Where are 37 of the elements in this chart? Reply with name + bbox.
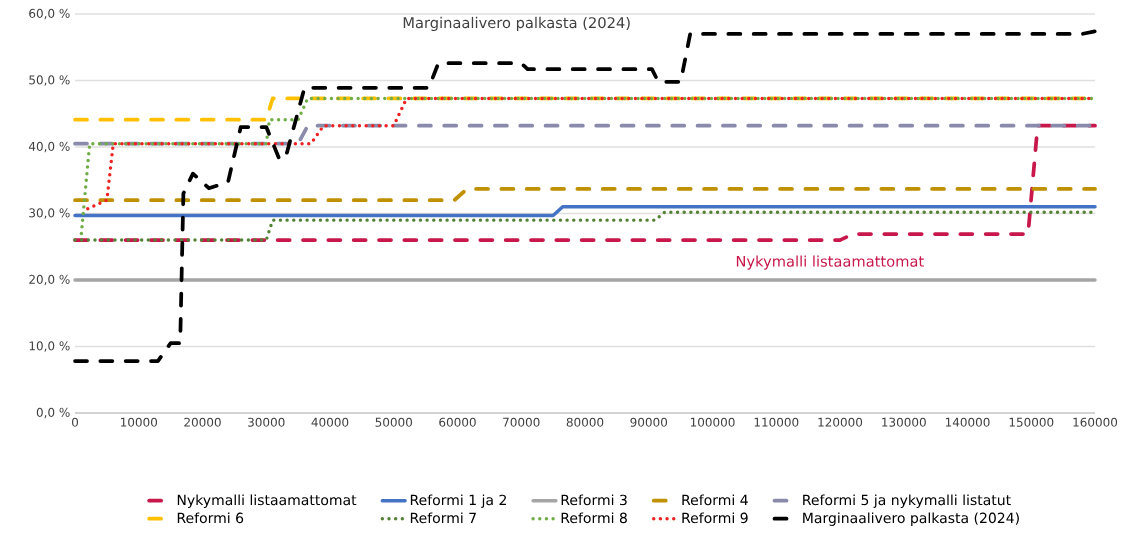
y-tick-label: 10,0 % bbox=[29, 341, 70, 352]
x-tick-label: 30000 bbox=[248, 417, 285, 427]
legend-label: Reformi 6 bbox=[177, 512, 244, 524]
annotation: Nykymalli listaamattomat bbox=[736, 255, 924, 270]
x-tick-label: 90000 bbox=[630, 417, 668, 427]
y-tick-label: 0,0 % bbox=[36, 407, 70, 419]
x-tick-label: 50000 bbox=[375, 417, 413, 427]
x-tick-label: 160000 bbox=[1073, 417, 1118, 427]
y-tick-label: 20,0 % bbox=[29, 274, 70, 286]
x-tick-label: 40000 bbox=[311, 417, 349, 427]
x-tick-label: 100000 bbox=[690, 417, 735, 427]
x-tick-label: 120000 bbox=[818, 417, 863, 427]
x-tick-label: 110000 bbox=[754, 417, 799, 427]
x-tick-label: 80000 bbox=[566, 417, 604, 427]
line-series bbox=[73, 29, 1097, 363]
x-tick-label: 20000 bbox=[184, 417, 221, 427]
legend-label: Reformi 5 ja nykymalli listatut bbox=[803, 494, 1011, 508]
x-tick-label: 140000 bbox=[945, 417, 990, 427]
x-tick-label: 150000 bbox=[1009, 417, 1054, 427]
legend-label: Reformi 3 bbox=[561, 494, 627, 506]
y-tick-label: 50,0 % bbox=[29, 75, 70, 86]
x-tick-label: 130000 bbox=[882, 417, 926, 427]
x-tick-label: 70000 bbox=[503, 417, 540, 427]
legend-label: Reformi 4 bbox=[682, 494, 748, 506]
y-tick-label: 60,0 % bbox=[29, 8, 70, 20]
legend-label: Reformi 8 bbox=[561, 512, 627, 524]
legend-label: Reformi 1 ja 2 bbox=[410, 494, 506, 508]
legend-label: Nykymalli listaamattomat bbox=[177, 494, 357, 508]
y-tick-label: 40,0 % bbox=[28, 141, 70, 153]
x-tick-label: 60000 bbox=[439, 417, 476, 427]
x-tick-label: 10000 bbox=[120, 417, 158, 427]
legend-label: Marginaalivero palkasta (2024) bbox=[803, 512, 1019, 526]
legend-label: Reformi 9 bbox=[682, 512, 748, 524]
legend-label: Reformi 7 bbox=[410, 512, 476, 524]
annotation: Marginaalivero palkasta (2024) bbox=[403, 16, 630, 32]
y-tick-label: 30,0 % bbox=[29, 208, 70, 219]
x-tick-label: 0 bbox=[71, 417, 79, 427]
